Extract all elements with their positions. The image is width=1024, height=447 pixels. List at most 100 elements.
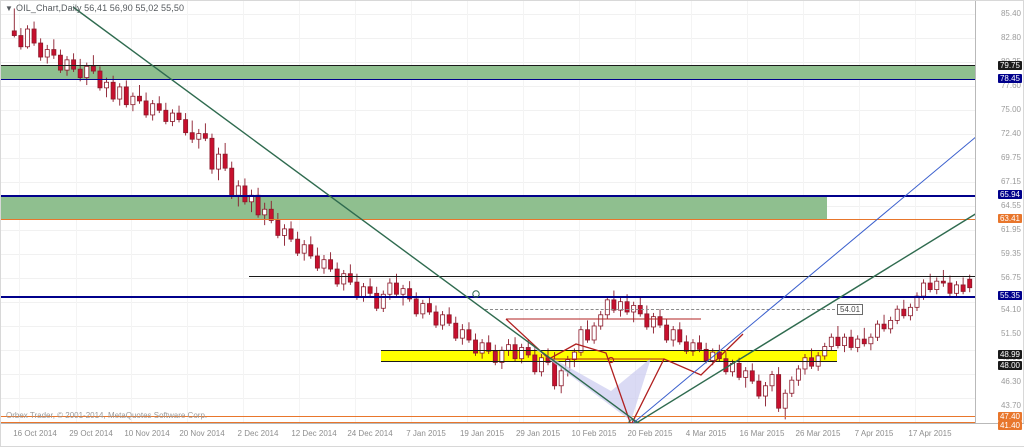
y-tick: 51.50 [1000, 329, 1021, 338]
candle [77, 58, 83, 82]
candle [875, 320, 880, 341]
price-label-63-41: 63.41 [997, 214, 1022, 223]
candle [44, 44, 50, 64]
trendline-anchor [472, 290, 480, 298]
ascending-trendline-blue [630, 135, 977, 425]
candle [25, 25, 30, 49]
x-tick: 20 Nov 2014 [179, 429, 225, 438]
chart-plot-area[interactable]: 54.01 [1, 1, 977, 425]
candle [789, 376, 795, 397]
candle [756, 374, 762, 399]
candle [967, 274, 973, 293]
gridline [1, 230, 977, 231]
x-tick: 16 Oct 2014 [13, 429, 57, 438]
level-line-41-40 [1, 422, 977, 423]
candle [894, 305, 900, 325]
candle [31, 21, 37, 46]
x-tick: 10 Nov 2014 [124, 429, 170, 438]
candle [189, 120, 195, 143]
x-tick: 7 Jan 2015 [406, 429, 446, 438]
candle [822, 342, 828, 360]
x-tick: 7 Apr 2015 [854, 429, 894, 438]
candle [374, 286, 380, 312]
candle [664, 318, 670, 343]
candle [446, 307, 452, 326]
candle [558, 367, 564, 394]
candle [802, 354, 808, 375]
y-tick: 56.75 [1000, 273, 1021, 282]
candle [677, 322, 683, 345]
candle [11, 8, 17, 38]
candle [697, 335, 703, 353]
price-label-55-35: 55.35 [997, 291, 1022, 300]
candle [604, 296, 610, 319]
level-line-65-94 [1, 195, 977, 197]
candle [104, 77, 109, 98]
level-line-57-40 [249, 276, 977, 277]
candle [723, 352, 729, 375]
time-axis[interactable]: 16 Oct 2014 29 Oct 2014 10 Nov 2014 20 N… [1, 423, 1024, 446]
y-tick: 61.95 [1000, 225, 1021, 234]
candle [130, 92, 136, 112]
x-tick: 26 Mar 2015 [795, 429, 841, 438]
candle [433, 305, 439, 328]
x-tick: 12 Dec 2014 [291, 429, 337, 438]
candle [512, 337, 518, 362]
candle [176, 105, 182, 123]
candle [216, 147, 221, 181]
candle [38, 38, 44, 61]
level-line-47-40 [1, 416, 977, 417]
candle [420, 299, 426, 319]
candle [940, 269, 946, 287]
candle [341, 269, 347, 291]
y-tick: 75.00 [1000, 105, 1021, 114]
price-label-78-45: 78.45 [997, 74, 1022, 83]
candle [163, 102, 169, 125]
candle [51, 39, 57, 59]
y-tick: 72.40 [1000, 129, 1021, 138]
candle [743, 367, 749, 388]
candle [571, 348, 577, 368]
x-tick: 17 Apr 2015 [908, 429, 952, 438]
candle [960, 277, 966, 295]
gridline [915, 1, 916, 425]
candle [367, 278, 373, 297]
candle [262, 202, 268, 226]
descending-trendline-green [72, 6, 642, 425]
chevron-down-icon[interactable]: ▼ [5, 4, 14, 13]
candle [907, 303, 913, 321]
x-tick: 24 Dec 2014 [347, 429, 393, 438]
gridline [1, 38, 977, 39]
candle [242, 178, 248, 205]
candle [459, 324, 465, 345]
gridline [1, 86, 977, 87]
gridline [1, 14, 977, 15]
candle [947, 275, 953, 297]
y-tick: 67.15 [1000, 177, 1021, 186]
candle [519, 343, 525, 364]
x-tick: 4 Mar 2015 [685, 429, 727, 438]
x-tick: 10 Feb 2015 [571, 429, 617, 438]
candlestick-series [11, 8, 973, 420]
price-label-48-99: 48.99 [997, 350, 1022, 359]
candle [209, 133, 215, 174]
gridline [1, 374, 977, 375]
x-tick: 20 Feb 2015 [627, 429, 673, 438]
price-label-65-94: 65.94 [997, 190, 1022, 199]
candle [954, 281, 959, 298]
x-tick: 19 Jan 2015 [459, 429, 505, 438]
candle [288, 221, 294, 242]
x-tick: 29 Jan 2015 [515, 429, 561, 438]
candle [156, 96, 162, 114]
gridline [1, 398, 977, 399]
candle [301, 240, 307, 261]
candle [828, 333, 834, 351]
candle [117, 83, 123, 106]
candle [842, 333, 847, 353]
chart-header[interactable]: ▼ OIL_Chart,Daily 56,41 56,90 55,02 55,50 [5, 3, 184, 13]
y-tick: 64.55 [1000, 201, 1021, 210]
candle [321, 255, 327, 274]
candle [670, 326, 676, 347]
candle [703, 342, 709, 364]
